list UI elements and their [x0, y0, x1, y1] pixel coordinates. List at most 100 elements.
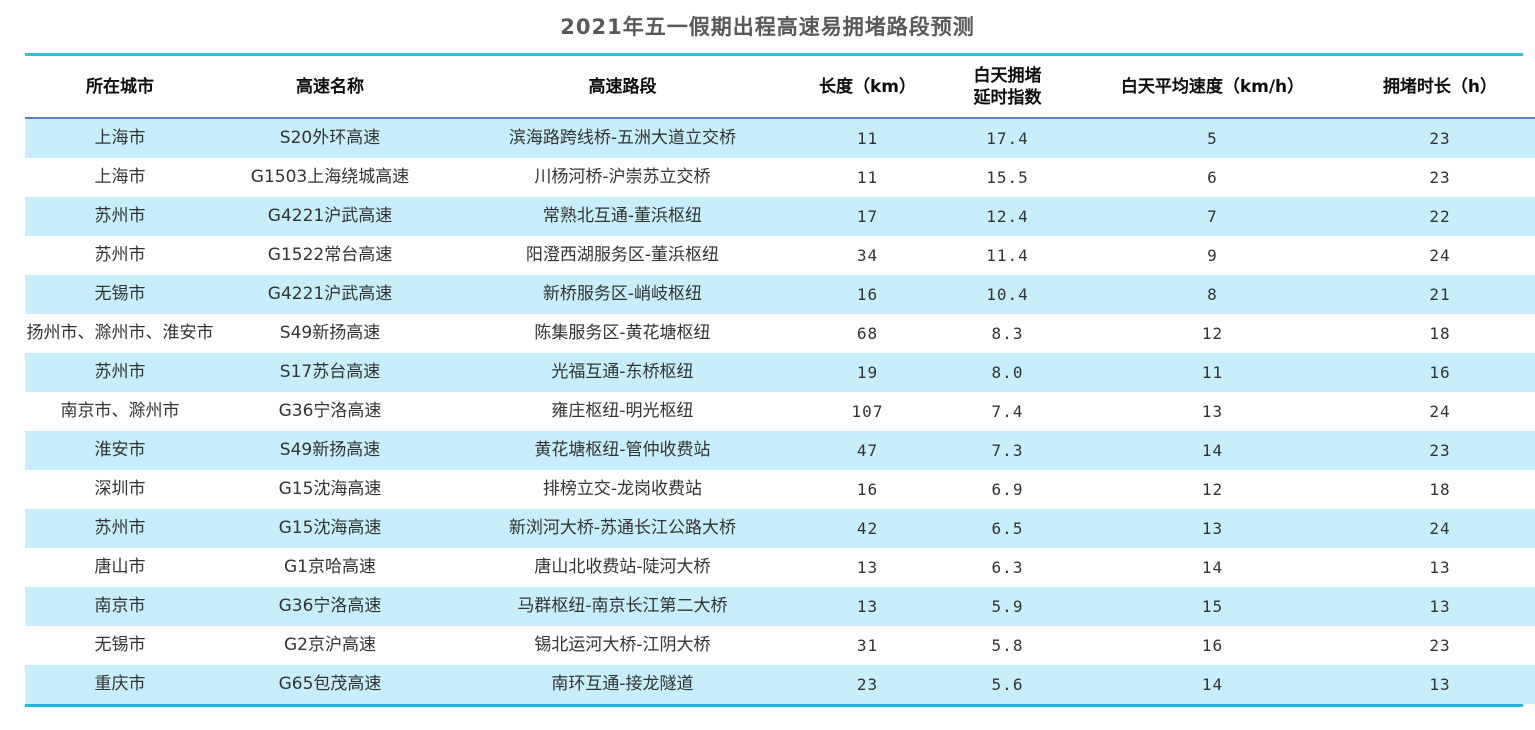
column-header-highway: 高速名称 [215, 56, 445, 119]
cell-highway: G1京哈高速 [284, 557, 376, 577]
table-row: 重庆市 G65包茂高速 南环互通-接龙隧道 23 5.6 14 13 [25, 665, 1535, 704]
table-row: 上海市 S20外环高速 滨海路跨线桥-五洲大道立交桥 11 17.4 5 23 [25, 118, 1535, 158]
cell-index: 6.3 [991, 558, 1024, 577]
cell-index: 8.0 [991, 363, 1024, 382]
cell-duration: 13 [1429, 675, 1451, 694]
cell-section: 马群枢纽-南京长江第二大桥 [517, 596, 728, 616]
cell-section: 黄花塘枢纽-管仲收费站 [534, 440, 711, 460]
cell-index: 6.5 [991, 519, 1024, 538]
cell-length: 13 [856, 597, 879, 616]
cell-speed: 6 [1207, 168, 1218, 187]
cell-index: 12.4 [986, 207, 1029, 226]
cell-duration: 24 [1429, 402, 1451, 421]
cell-duration: 18 [1429, 324, 1451, 343]
cell-speed: 14 [1201, 558, 1224, 577]
cell-section: 光福互通-东桥枢纽 [551, 362, 694, 382]
cell-highway: G65包茂高速 [278, 674, 382, 694]
table-row: 苏州市 G4221沪武高速 常熟北互通-董浜枢纽 17 12.4 7 22 [25, 197, 1535, 236]
table-header: 所在城市 高速名称 高速路段 长度（km） 白天拥堵 延时指数 白天平均速度（k… [25, 56, 1535, 119]
column-header-duration: 拥堵时长（h） [1345, 56, 1535, 119]
cell-section: 南环互通-接龙隧道 [551, 674, 694, 694]
cell-speed: 5 [1207, 129, 1218, 148]
cell-section: 常熟北互通-董浜枢纽 [542, 206, 703, 226]
cell-length: 16 [856, 480, 879, 499]
cell-length: 31 [856, 636, 879, 655]
cell-speed: 14 [1201, 675, 1224, 694]
cell-section: 唐山北收费站-陡河大桥 [534, 557, 711, 577]
cell-city: 上海市 [94, 167, 146, 187]
cell-section: 排榜立交-龙岗收费站 [542, 479, 703, 499]
cell-length: 19 [856, 363, 879, 382]
cell-length: 23 [856, 675, 879, 694]
column-header-delay-index: 白天拥堵 延时指数 [935, 56, 1080, 119]
cell-highway: S49新扬高速 [279, 440, 381, 460]
table-row: 唐山市 G1京哈高速 唐山北收费站-陡河大桥 13 6.3 14 13 [25, 548, 1535, 587]
cell-length: 11 [856, 168, 879, 187]
cell-index: 5.8 [991, 636, 1024, 655]
cell-length: 47 [856, 441, 879, 460]
cell-length: 107 [851, 402, 884, 421]
table-row: 无锡市 G2京沪高速 锡北运河大桥-江阴大桥 31 5.8 16 23 [25, 626, 1535, 665]
cell-length: 34 [856, 246, 879, 265]
table-row: 深圳市 G15沈海高速 排榜立交-龙岗收费站 16 6.9 12 18 [25, 470, 1535, 509]
cell-highway: G1503上海绕城高速 [250, 167, 410, 187]
cell-duration: 24 [1429, 246, 1451, 265]
cell-duration: 13 [1429, 597, 1451, 616]
cell-speed: 8 [1207, 285, 1218, 304]
table-bottom-line [25, 704, 1523, 707]
cell-city: 重庆市 [94, 674, 146, 694]
cell-section: 陈集服务区-黄花塘枢纽 [534, 323, 711, 343]
cell-duration: 23 [1429, 168, 1451, 187]
title-divider-line [25, 53, 1523, 56]
cell-section: 新桥服务区-峭岐枢纽 [542, 284, 703, 304]
table-row: 苏州市 G1522常台高速 阳澄西湖服务区-董浜枢纽 34 11.4 9 24 [25, 236, 1535, 275]
cell-index: 7.3 [991, 441, 1024, 460]
cell-section: 川杨河桥-沪崇苏立交桥 [534, 167, 711, 187]
cell-duration: 22 [1429, 207, 1451, 226]
cell-highway: S20外环高速 [279, 128, 381, 148]
cell-duration: 24 [1429, 519, 1451, 538]
table-row: 淮安市 S49新扬高速 黄花塘枢纽-管仲收费站 47 7.3 14 23 [25, 431, 1535, 470]
congestion-table: 所在城市 高速名称 高速路段 长度（km） 白天拥堵 延时指数 白天平均速度（k… [25, 56, 1535, 704]
cell-speed: 9 [1207, 246, 1218, 265]
cell-speed: 12 [1201, 480, 1224, 499]
cell-city: 无锡市 [94, 635, 146, 655]
cell-city: 无锡市 [94, 284, 146, 304]
table-row: 南京市 G36宁洛高速 马群枢纽-南京长江第二大桥 13 5.9 15 13 [25, 587, 1535, 626]
table-row: 无锡市 G4221沪武高速 新桥服务区-峭岐枢纽 16 10.4 8 21 [25, 275, 1535, 314]
cell-index: 5.6 [991, 675, 1024, 694]
column-header-length: 长度（km） [800, 56, 935, 119]
cell-city: 扬州市、滁州市、淮安市 [26, 323, 214, 343]
cell-length: 68 [856, 324, 879, 343]
cell-city: 上海市 [94, 128, 146, 148]
cell-highway: S49新扬高速 [279, 323, 381, 343]
cell-speed: 13 [1201, 519, 1224, 538]
cell-index: 8.3 [991, 324, 1024, 343]
cell-speed: 12 [1201, 324, 1224, 343]
column-header-city: 所在城市 [25, 56, 215, 119]
cell-highway: G36宁洛高速 [278, 401, 382, 421]
table-row: 扬州市、滁州市、淮安市 S49新扬高速 陈集服务区-黄花塘枢纽 68 8.3 12 18 [25, 314, 1535, 353]
cell-index: 15.5 [986, 168, 1029, 187]
cell-section: 新浏河大桥-苏通长江公路大桥 [508, 518, 737, 538]
cell-speed: 13 [1201, 402, 1224, 421]
header-row: 所在城市 高速名称 高速路段 长度（km） 白天拥堵 延时指数 白天平均速度（k… [25, 56, 1535, 119]
cell-length: 13 [856, 558, 879, 577]
table-row: 南京市、滁州市 G36宁洛高速 雍庄枢纽-明光枢纽 107 7.4 13 24 [25, 392, 1535, 431]
cell-duration: 16 [1429, 363, 1451, 382]
cell-section: 雍庄枢纽-明光枢纽 [551, 401, 694, 421]
cell-highway: G1522常台高速 [267, 245, 393, 265]
table-row: 苏州市 S17苏台高速 光福互通-东桥枢纽 19 8.0 11 16 [25, 353, 1535, 392]
cell-duration: 18 [1429, 480, 1451, 499]
cell-index: 17.4 [986, 129, 1029, 148]
column-header-section: 高速路段 [445, 56, 800, 119]
cell-length: 42 [856, 519, 879, 538]
page-title: 2021年五一假期出程高速易拥堵路段预测 [560, 15, 975, 39]
cell-city: 深圳市 [94, 479, 146, 499]
cell-highway: G36宁洛高速 [278, 596, 382, 616]
cell-speed: 16 [1201, 636, 1224, 655]
cell-section: 锡北运河大桥-江阴大桥 [534, 635, 711, 655]
cell-duration: 23 [1429, 441, 1451, 460]
cell-city: 唐山市 [94, 557, 146, 577]
cell-city: 南京市 [94, 596, 146, 616]
